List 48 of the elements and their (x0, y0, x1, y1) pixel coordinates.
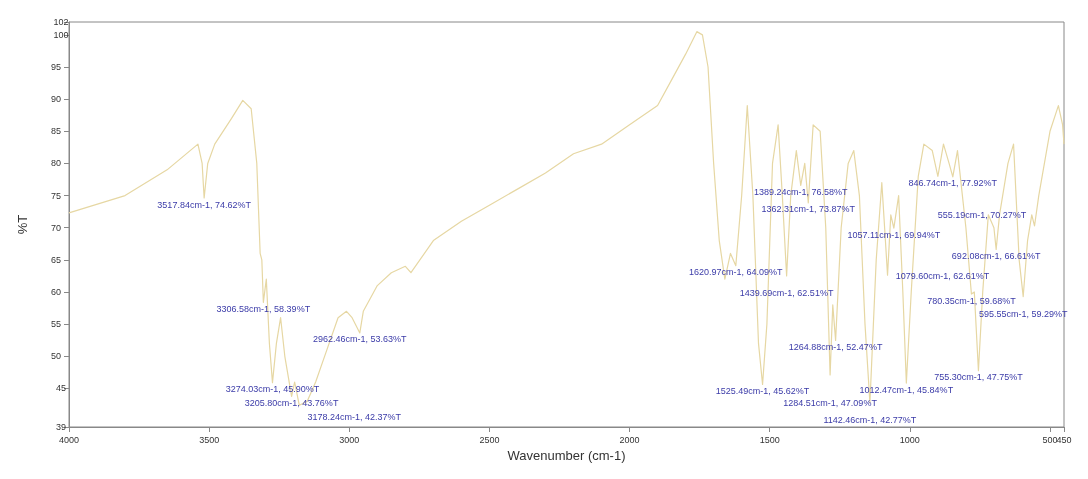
annotation: 3274.03cm-1, 45.90%T (225, 384, 320, 395)
annotation: 1525.49cm-1, 45.62%T (715, 385, 810, 396)
annotation: 595.55cm-1, 59.29%T (978, 309, 1068, 320)
annotation: 755.30cm-1, 47.75%T (934, 372, 1024, 383)
y-tick-label: 65 (50, 254, 61, 265)
y-tick-label: 60 (50, 287, 61, 297)
y-tick-label: 75 (50, 190, 61, 201)
annotation: 1362.31cm-1, 73.87%T (761, 204, 856, 215)
x-tick-label: 1000 (899, 434, 920, 445)
annotation: 3205.80cm-1, 43.76%T (244, 397, 339, 408)
annotation: 780.35cm-1, 59.68%T (927, 295, 1017, 306)
y-tick-label: 55 (50, 319, 61, 330)
y-tick-label: 45 (55, 383, 67, 394)
x-tick-label: 4000 (58, 434, 80, 445)
annotation: 1439.69cm-1, 62.51%T (739, 288, 834, 299)
y-axis-title: %T (15, 214, 30, 235)
annotation: 1079.60cm-1, 62.61%T (895, 270, 990, 281)
annotation: 692.08cm-1, 66.61%T (951, 251, 1041, 262)
annotation: 3306.58cm-1, 58.39%T (216, 303, 311, 314)
x-tick-label: 450 (1056, 434, 1072, 445)
annotation: 1142.46cm-1, 42.77%T (823, 415, 917, 426)
y-tick-label: 39 (55, 422, 67, 432)
annotation: 555.19cm-1, 70.27%T (937, 210, 1027, 221)
annotation: 3517.84cm-1, 74.62%T (157, 199, 252, 210)
x-tick-label: 500 (1042, 434, 1058, 445)
x-tick-label: 2000 (619, 434, 640, 445)
x-tick-label: 3500 (199, 434, 220, 445)
y-tick-label: 90 (50, 94, 61, 105)
annotation: 846.74cm-1, 77.92%T (908, 178, 998, 189)
annotation: 1057.11cm-1, 69.94%T (847, 229, 941, 240)
annotation: 1620.97cm-1, 64.09%T (689, 267, 784, 278)
y-tick-label: 80 (50, 158, 61, 169)
y-tick-label: 85 (50, 126, 61, 137)
annotation: 2962.46cm-1, 53.63%T (313, 334, 408, 345)
x-axis-title: Wavenumber (cm-1) (507, 448, 626, 463)
annotation: 1012.47cm-1, 45.84%T (859, 384, 954, 395)
annotation: 1284.51cm-1, 47.09%T (783, 398, 878, 409)
annotation: 1264.88cm-1, 52.47%T (788, 341, 883, 352)
y-tick-label: 102 (53, 17, 69, 27)
y-tick-label: 50 (50, 351, 61, 362)
y-tick-label: 100 (53, 29, 69, 40)
annotation: 3178.24cm-1, 42.37%T (307, 411, 402, 422)
x-tick-label: 2500 (479, 434, 500, 445)
y-tick-label: 70 (50, 222, 61, 233)
x-tick-label: 3000 (339, 434, 360, 445)
annotation: 1389.24cm-1, 76.58%T (753, 186, 849, 197)
y-tick-label: 95 (50, 62, 61, 72)
x-tick-label: 1500 (759, 434, 780, 445)
